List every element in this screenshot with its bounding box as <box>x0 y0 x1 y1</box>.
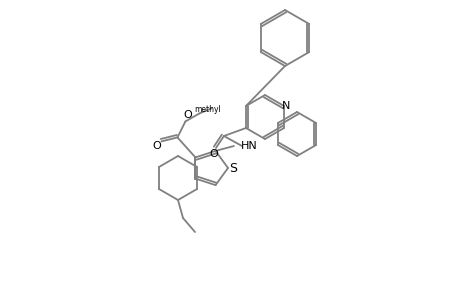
Text: methyl: methyl <box>194 105 220 114</box>
Text: O: O <box>209 149 218 159</box>
Text: HN: HN <box>240 141 257 151</box>
Text: S: S <box>229 161 236 175</box>
Text: O: O <box>152 141 161 152</box>
Text: N: N <box>281 101 290 111</box>
Text: O: O <box>183 110 191 120</box>
